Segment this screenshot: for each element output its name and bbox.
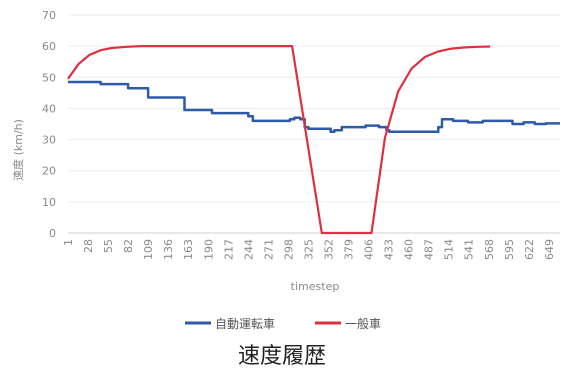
x-tick-label: 568 [483, 239, 496, 260]
x-tick-label: 514 [443, 239, 456, 260]
series-line-general [67, 45, 491, 235]
x-tick-label: 622 [523, 239, 536, 260]
y-tick-label: 10 [42, 196, 56, 209]
figure-caption: 速度履歴 [237, 344, 326, 369]
legend-label-autonomous: 自動運転車 [215, 317, 275, 331]
x-tick-label: 541 [463, 239, 476, 260]
x-tick-label: 406 [363, 239, 376, 260]
x-tick-label: 649 [543, 239, 556, 260]
x-tick-label: 325 [302, 239, 315, 260]
x-tick-label: 55 [102, 239, 115, 253]
y-tick-label: 0 [49, 227, 56, 240]
x-tick-label: 487 [423, 239, 436, 260]
x-tick-label: 163 [182, 239, 195, 260]
x-tick-label: 82 [122, 239, 135, 253]
y-axis-title: 速度 (km/h) [11, 119, 25, 181]
x-tick-label: 28 [82, 239, 95, 253]
x-tick-label: 433 [383, 239, 396, 260]
y-tick-label: 30 [42, 134, 56, 147]
series-lines [67, 45, 560, 235]
legend-label-general: 一般車 [345, 316, 381, 331]
x-tick-label: 352 [322, 239, 335, 260]
series-line-autonomous [68, 80, 560, 134]
y-axis-ticks: 0 10 20 30 40 50 60 70 [42, 9, 56, 240]
x-tick-label: 217 [222, 239, 235, 260]
x-tick-label: 136 [162, 239, 175, 260]
y-tick-label: 50 [42, 71, 56, 84]
y-tick-label: 60 [42, 40, 56, 53]
x-tick-label: 1 [62, 239, 75, 246]
x-tick-label: 379 [343, 239, 356, 260]
x-axis-ticks: 1 28 55 82 109 136 163 190 217 244 271 298 325 352 379… [62, 239, 556, 260]
y-tick-label: 70 [42, 9, 56, 22]
x-tick-label: 244 [242, 239, 255, 260]
x-tick-label: 595 [503, 239, 516, 260]
x-tick-label: 190 [202, 239, 215, 260]
x-tick-label: 109 [142, 239, 155, 260]
y-tick-label: 20 [42, 165, 56, 178]
x-tick-label: 298 [282, 239, 295, 260]
x-axis-title: timestep [291, 280, 340, 293]
y-tick-label: 40 [42, 102, 56, 115]
x-tick-label: 271 [262, 239, 275, 260]
x-tick-label: 460 [403, 239, 416, 260]
legend: 自動運転車 一般車 [185, 316, 381, 331]
